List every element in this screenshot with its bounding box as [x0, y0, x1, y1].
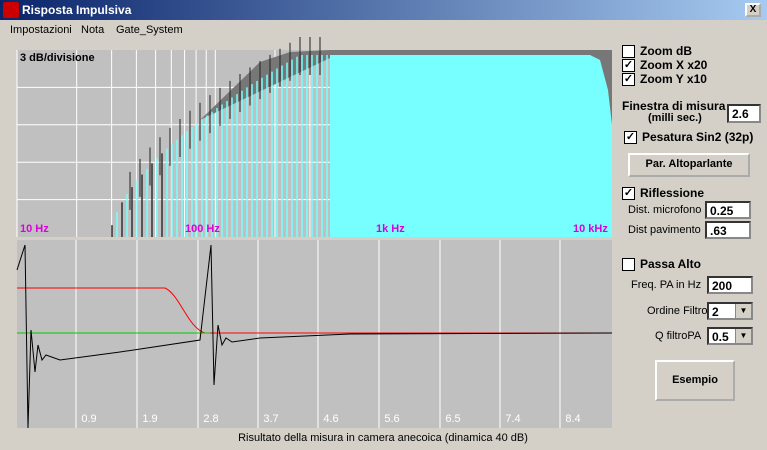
checkbox[interactable] [622, 45, 635, 58]
menu-item[interactable]: Nota [81, 24, 105, 36]
label: (milli sec.) [648, 112, 702, 124]
label: Freq. PA in Hz [631, 279, 702, 291]
order-select[interactable]: 2 ▼ [707, 302, 753, 320]
time-label: 0.9 [81, 413, 96, 425]
checkbox-label: Riflessione [640, 186, 705, 200]
label: Ordine Filtro [647, 305, 708, 317]
app-icon [3, 2, 19, 18]
checkbox[interactable]: ✓ [622, 59, 635, 72]
label: Dist pavimento [628, 224, 701, 236]
spectrum-area [330, 55, 612, 237]
label: Q filtroPA [655, 330, 702, 342]
example-button[interactable]: Esempio [655, 360, 735, 401]
checkbox[interactable]: ✓ [622, 73, 635, 86]
q-select[interactable]: 0.5 ▼ [707, 327, 753, 345]
checkbox-label: Zoom X x20 [640, 58, 708, 72]
checkbox[interactable]: ✓ [624, 131, 637, 144]
frequency-label: 10 Hz [20, 223, 49, 235]
impulse-curve [16, 244, 613, 429]
mic-input[interactable]: 0.25 [705, 201, 751, 219]
floor-input[interactable]: .63 [705, 221, 751, 239]
dropdown-arrow[interactable]: ▼ [735, 304, 751, 318]
window-input[interactable]: 2.6 [727, 104, 761, 123]
title-bar: Risposta Impulsiva X [0, 0, 767, 20]
time-label: 6.5 [445, 413, 460, 425]
time-label: 7.4 [505, 413, 520, 425]
scale-label: 3 dB/divisione [20, 52, 95, 64]
freq-input[interactable]: 200 [707, 276, 753, 294]
checkbox[interactable]: ✓ [622, 187, 635, 200]
frequency-label: 1k Hz [376, 223, 405, 235]
menu-item[interactable]: Gate_System [116, 24, 183, 36]
time-label: 4.6 [323, 413, 338, 425]
speaker-button[interactable]: Par. Altoparlante [628, 153, 750, 177]
time-label: 5.6 [384, 413, 399, 425]
time-label: 1.9 [142, 413, 157, 425]
close-button[interactable]: X [745, 3, 761, 17]
select-value: 2 [712, 305, 719, 319]
select-value: 0.5 [712, 330, 729, 344]
checkbox-label: Zoom dB [640, 44, 692, 58]
time-label: 2.8 [203, 413, 218, 425]
checkbox-label: Zoom Y x10 [640, 72, 707, 86]
checkbox[interactable] [622, 258, 635, 271]
checkbox-label: Pesatura Sin2 (32p) [642, 130, 754, 144]
spectrum: 10 Hz 100 Hz 1k Hz 10 kHz [16, 37, 612, 237]
label: Dist. microfono [628, 204, 702, 216]
checkbox-label: Passa Alto [640, 257, 701, 271]
window-title: Risposta Impulsiva [22, 3, 132, 17]
frequency-label: 100 Hz [185, 223, 220, 235]
time-label: 3.7 [263, 413, 278, 425]
menu-item[interactable]: Impostazioni [10, 24, 72, 36]
dropdown-arrow[interactable]: ▼ [735, 329, 751, 343]
label: Finestra di misura [622, 99, 726, 113]
time-label: 8.4 [565, 413, 580, 425]
frequency-label: 10 kHz [573, 223, 608, 235]
impulse-bg [17, 240, 612, 428]
caption: Risultato della misura in camera anecoic… [238, 432, 528, 444]
envelope [200, 50, 612, 125]
